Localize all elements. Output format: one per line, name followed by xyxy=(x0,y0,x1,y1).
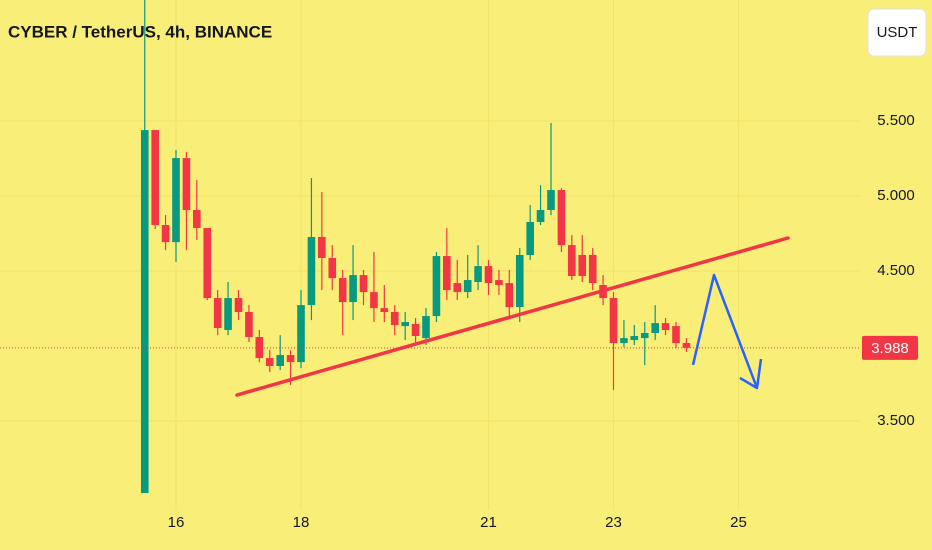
candle-body xyxy=(349,275,357,303)
candle-body xyxy=(297,305,305,363)
candle-body xyxy=(661,323,670,330)
candle-body xyxy=(161,225,170,243)
candle-body xyxy=(213,298,222,329)
candle-body xyxy=(588,255,597,284)
candle-body xyxy=(380,308,389,312)
candle-body xyxy=(411,324,420,336)
candle-body xyxy=(338,278,347,303)
y-tick-label: 5.000 xyxy=(877,187,915,204)
candle-body xyxy=(609,298,618,344)
candle-body xyxy=(265,358,274,366)
candle-body xyxy=(495,280,503,285)
candle-body xyxy=(640,333,649,339)
chart-title: CYBER / TetherUS, 4h, BINANCE xyxy=(8,22,272,41)
candle-body xyxy=(630,336,639,341)
candle-body xyxy=(651,323,659,333)
candle-body xyxy=(182,158,191,210)
candle-body xyxy=(515,255,524,308)
candle-body xyxy=(224,298,232,330)
candle-body xyxy=(505,283,514,308)
candle-body xyxy=(547,190,555,210)
candle-body xyxy=(151,130,159,225)
y-tick-label: 3.500 xyxy=(877,412,915,429)
candle-body xyxy=(672,326,680,344)
currency-button[interactable] xyxy=(867,8,927,57)
candle-body xyxy=(276,355,284,366)
candle-body xyxy=(234,298,243,312)
trend-line xyxy=(235,236,790,397)
x-tick-label: 18 xyxy=(293,514,310,531)
candle-body xyxy=(401,322,409,327)
candle-body xyxy=(193,210,201,228)
x-tick-label: 21 xyxy=(480,514,497,531)
projection-arrow xyxy=(691,273,759,389)
candle-body xyxy=(255,337,264,359)
candle-body xyxy=(526,222,534,255)
candle-body xyxy=(390,312,399,326)
candle-body xyxy=(463,280,472,293)
currency-label[interactable]: USDT xyxy=(877,24,918,41)
candle-body xyxy=(432,256,441,317)
candle-body xyxy=(453,283,462,293)
last-price-label: 3.988 xyxy=(871,340,909,357)
candle-body xyxy=(422,316,430,339)
y-tick-label: 4.500 xyxy=(877,262,915,279)
arrow-head xyxy=(739,358,763,390)
y-tick-label: 5.500 xyxy=(877,112,915,129)
candle-body xyxy=(682,343,691,348)
candle-body xyxy=(557,190,566,246)
candle-body xyxy=(370,292,378,309)
candle-body xyxy=(172,158,180,243)
candle-body xyxy=(318,237,326,258)
candles xyxy=(140,0,691,494)
x-tick-label: 25 xyxy=(730,514,747,531)
candle-body xyxy=(203,228,212,299)
candle-body xyxy=(474,266,482,282)
candle-body xyxy=(620,338,628,344)
candle-body xyxy=(484,266,493,284)
candle-body xyxy=(359,275,368,293)
candle-body xyxy=(536,210,545,222)
candle-body xyxy=(443,256,451,291)
candle-body xyxy=(568,245,576,276)
candle-body xyxy=(328,258,337,279)
candle-body xyxy=(245,312,253,338)
x-tick-label: 16 xyxy=(168,514,185,531)
x-tick-label: 23 xyxy=(605,514,622,531)
candle-body xyxy=(307,237,316,306)
candle-body xyxy=(578,255,587,276)
axes: 3.500 4.500 5.000 5.500 16 18 21 23 25 3.988 xyxy=(0,112,918,531)
last-price-box xyxy=(862,335,918,360)
candle-body xyxy=(286,355,295,363)
candle-body xyxy=(140,130,149,494)
